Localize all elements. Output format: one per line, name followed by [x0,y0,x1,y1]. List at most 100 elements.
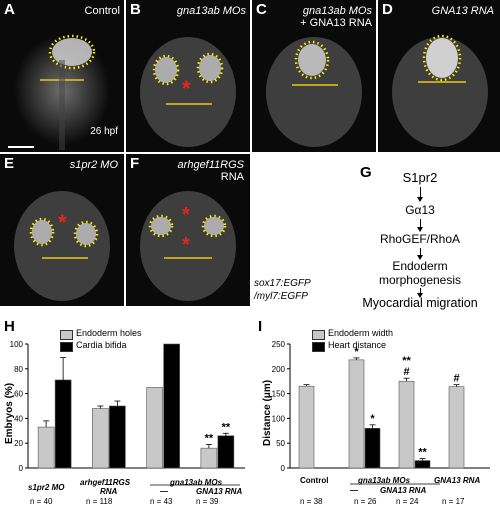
panel-d-letter: D [382,1,393,18]
pathway-step-myocardial: Myocardial migration [362,296,478,310]
bar-0-1 [92,408,109,469]
i-n-3: n = 24 [396,497,419,506]
y-tick-label: 50 [276,439,285,448]
h-cat-s1pr2: s1pr2 MO [28,483,65,492]
bar-0-0 [37,426,55,469]
panel-d-image [392,34,488,147]
y-tick-label: 150 [272,390,286,399]
panel-f-image [140,191,236,301]
legend-label-distance: Heart distance [328,340,387,350]
y-tick-label: 200 [272,365,286,374]
y-tick-label: 100 [272,414,286,423]
pathway-arrow-3 [417,248,423,260]
panel-f-asterisk-1: * [182,204,190,226]
significance-mark: # [403,366,409,378]
pathway-step-s1pr2: S1pr2 [402,170,438,185]
panel-b-title: gna13ab MOs [176,5,246,17]
y-tick-label: 100 [10,340,24,349]
h-n-3: n = 43 [150,497,173,506]
panel-d-title: GNA13 RNA [431,5,494,17]
panel-b-image [140,37,236,147]
pathway-arrow-4 [417,288,423,298]
h-cat-arhgef-1: arhgef11RGS [80,478,131,487]
panel-a: A Control 26 hpf [0,0,124,152]
bar-0-2 [146,387,163,469]
panel-a-image [14,34,110,150]
pathway-step-endoderm: Endoderm [392,259,448,273]
y-tick-label: 40 [14,414,23,423]
panel-b: B gna13ab MOs * [126,0,250,152]
stage-label: 26 hpf [90,126,118,137]
pathway-step-rhogef: RhoGEF/RhoA [379,232,461,246]
panel-f-letter: F [130,155,140,172]
significance-mark: * [354,346,359,358]
i-cat-dash: — [350,486,358,495]
y-tick-label: 80 [14,365,23,374]
legend-label-width: Endoderm width [328,328,394,338]
i-n-4: n = 17 [442,497,465,506]
legend-swatch-bifida [60,342,73,352]
i-cat-control: Control [300,476,329,485]
panel-e: E s1pr2 MO * [0,154,124,306]
pathway-arrow-2 [417,219,423,232]
h-cat-gna13rna: GNA13 RNA [196,487,243,496]
i-cat-gna13rna-2: GNA13 RNA [434,476,481,485]
transgene-label-1: sox17:EGFP [254,278,311,289]
panel-i-letter: I [258,318,263,335]
bar-1-0 [54,379,72,469]
panel-c-title: gna13ab MOs + GNA13 RNA [300,5,372,29]
h-n-2: n = 118 [86,497,113,506]
i-n-2: n = 26 [354,497,377,506]
legend-swatch-holes [60,330,73,340]
panel-f: F arhgef11RGS RNA * * [126,154,250,306]
pathway-step-morphogenesis: morphogenesis [378,273,462,287]
bar-1-3 [217,435,235,469]
y-tick-label: 250 [272,340,286,349]
i-cat-gna13rna-1: GNA13 RNA [380,486,427,495]
bar-0-0 [298,385,315,469]
panel-c-image [266,37,362,147]
h-cat-gna13ab: gna13ab MOs [170,478,223,487]
y-tick-label: 60 [14,390,23,399]
y-tick-label: 0 [19,464,24,473]
panel-e-title: s1pr2 MO [69,159,118,171]
panel-f-title: arhgef11RGS RNA [177,159,244,183]
pathway-step-ga13: Gα13 [405,203,435,217]
panel-h-letter: H [4,318,15,335]
panel-e-asterisk: * [58,210,67,235]
panel-a-letter: A [4,1,15,18]
bar-0-3 [200,447,218,469]
bar-1-2 [163,343,180,469]
significance-mark: ** [222,421,231,433]
h-n-4: n = 39 [196,497,219,506]
panel-c: C gna13ab MOs + GNA13 RNA [252,0,376,152]
legend-swatch-width [312,330,325,340]
h-cat-dash: — [160,487,168,496]
significance-mark: ** [205,432,214,444]
panel-g-letter: G [360,164,372,181]
h-cat-arhgef-2: RNA [100,487,118,496]
i-cat-gna13ab: gna13ab MOs [358,476,411,485]
panel-b-letter: B [130,1,141,18]
bar-1-2 [414,460,431,469]
transgene-label-2: /myl7:EGFP [254,291,308,302]
bar-0-3 [448,386,465,469]
bar-0-2 [398,380,415,469]
chart-h-svg: 0 20 40 60 80 100 ** ** [10,340,245,486]
bar-0-1 [348,359,365,469]
legend-label-holes: Endoderm holes [76,328,142,338]
y-tick-label: 20 [14,439,23,448]
panel-f-asterisk-2: * [182,234,190,256]
legend-label-bifida: Cardia bifida [76,340,127,350]
panel-c-letter: C [256,1,267,18]
pathway-arrow-1 [417,187,423,202]
panel-e-image [14,191,110,301]
y-tick-label: 0 [281,464,286,473]
legend-swatch-distance [312,342,325,352]
panel-b-asterisk: * [182,76,191,101]
scale-bar [8,146,34,148]
panel-d: D GNA13 RNA [378,0,500,152]
significance-mark: # [453,373,459,385]
significance-mark: * [370,413,375,425]
